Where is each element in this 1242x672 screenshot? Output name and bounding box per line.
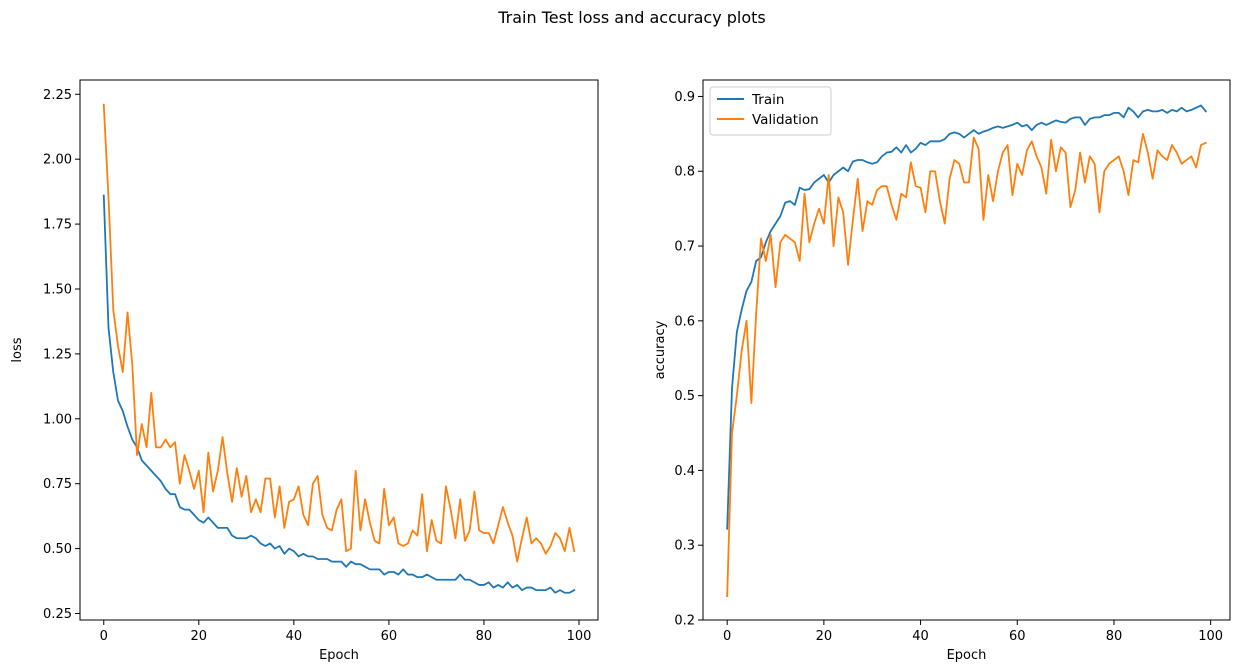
x-tick-label: 80 <box>1106 629 1123 644</box>
x-tick-label: 20 <box>191 629 208 644</box>
axes-frame <box>702 79 1231 621</box>
series-line-validation <box>726 132 1208 597</box>
x-axis-label: Epoch <box>319 648 359 663</box>
x-tick-label: 40 <box>912 629 929 644</box>
y-tick-label: 0.7 <box>674 240 695 255</box>
series-line-series-0 <box>102 194 576 594</box>
legend-label-train: Train <box>751 92 784 108</box>
x-axis-label: Epoch <box>947 648 987 663</box>
figure-title: Train Test loss and accuracy plots <box>497 8 766 27</box>
y-tick-label: 0.2 <box>674 614 695 629</box>
x-tick-label: 60 <box>381 629 398 644</box>
x-tick-label: 40 <box>286 629 303 644</box>
y-tick-label: 1.25 <box>43 347 72 362</box>
x-tick-label: 100 <box>567 629 592 644</box>
y-axis-label: loss <box>10 337 25 362</box>
x-tick-label: 80 <box>476 629 493 644</box>
y-tick-label: 1.50 <box>43 282 72 297</box>
y-tick-label: 0.6 <box>674 314 695 329</box>
y-tick-label: 2.00 <box>43 153 72 168</box>
x-tick-label: 100 <box>1198 629 1223 644</box>
x-tick-label: 0 <box>100 629 108 644</box>
axes-frame <box>79 79 599 621</box>
y-tick-label: 0.4 <box>674 464 695 479</box>
y-tick-label: 0.8 <box>674 165 695 180</box>
y-tick-label: 0.25 <box>43 607 72 622</box>
y-tick-label: 1.00 <box>43 412 72 427</box>
y-tick-label: 0.3 <box>674 539 695 554</box>
y-tick-label: 0.50 <box>43 542 72 557</box>
legend-label-validation: Validation <box>752 112 819 128</box>
series-line-series-1 <box>102 103 576 563</box>
x-tick-label: 0 <box>723 629 731 644</box>
y-axis-label: accuracy <box>653 320 668 379</box>
y-tick-label: 0.75 <box>43 477 72 492</box>
x-tick-label: 60 <box>1009 629 1026 644</box>
y-tick-label: 0.9 <box>674 90 695 105</box>
legend: Train Validation <box>709 86 832 136</box>
loss-plot: 0 20 40 60 80 100 0.25 0.50 0.75 1.00 1.25 1.50 1.75… <box>10 79 599 663</box>
y-tick-label: 2.25 <box>43 88 72 103</box>
y-tick-label: 0.5 <box>674 389 695 404</box>
series-line-train <box>726 104 1208 530</box>
x-tick-label: 20 <box>816 629 833 644</box>
y-tick-label: 1.75 <box>43 218 72 233</box>
accuracy-plot: 0 20 40 60 80 100 0.2 0.3 0.4 0.5 0.6 0.7 0.8 0.9 Epoc… <box>653 79 1231 663</box>
